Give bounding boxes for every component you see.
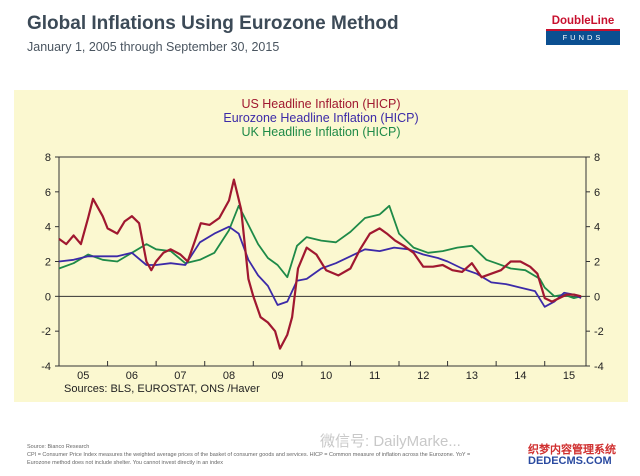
legend-entry: UK Headline Inflation (HICP)	[241, 125, 400, 139]
x-tick-label: 08	[223, 370, 235, 382]
y-tick-label-left: 2	[45, 257, 51, 269]
x-tick-label: 14	[514, 370, 526, 382]
y-tick-label-left: 4	[45, 222, 51, 234]
x-tick-label: 11	[369, 370, 380, 382]
legend-entry: US Headline Inflation (HICP)	[241, 97, 400, 111]
series-line	[58, 178, 582, 350]
y-tick-label-right: 8	[594, 152, 600, 164]
y-tick-label-right: 0	[594, 291, 600, 303]
y-tick-label-left: 8	[45, 152, 51, 164]
page-subtitle: January 1, 2005 through September 30, 20…	[27, 40, 280, 54]
x-tick-label: 07	[174, 370, 186, 382]
y-tick-label-right: 4	[594, 222, 600, 234]
y-tick-label-right: 2	[594, 257, 600, 269]
logo-wordmark: DoubleLine	[546, 13, 620, 31]
y-tick-label-right: 6	[594, 187, 600, 199]
x-tick-label: 12	[417, 370, 429, 382]
x-tick-label: 13	[466, 370, 478, 382]
page-title: Global Inflations Using Eurozone Method	[27, 13, 399, 34]
site-watermark-cn: 织梦内容管理系统	[528, 444, 616, 456]
logo-funds: FUNDS	[546, 31, 620, 45]
y-tick-label-left: -2	[41, 326, 51, 338]
x-tick-label: 10	[320, 370, 332, 382]
site-watermark-en: DEDECMS.COM	[528, 455, 612, 467]
chart-source: Sources: BLS, EUROSTAT, ONS /Haver	[64, 383, 260, 395]
doubleline-logo: DoubleLine FUNDS	[546, 13, 620, 45]
inflation-chart: US Headline Inflation (HICP)Eurozone Hea…	[41, 97, 604, 395]
x-tick-label: 06	[126, 370, 138, 382]
x-tick-label: 15	[563, 370, 575, 382]
y-tick-label-left: -4	[41, 361, 51, 373]
y-tick-label-right: -4	[594, 361, 604, 373]
wechat-watermark: 微信号: DailyMarke...	[320, 433, 461, 450]
plot-frame	[58, 156, 587, 367]
x-tick-label: 05	[77, 370, 89, 382]
y-tick-label-left: 0	[45, 291, 51, 303]
footnote-source: Source: Bianco Research	[27, 444, 90, 450]
y-tick-label-left: 6	[45, 187, 51, 199]
footnote-disclaimer: Eurozone method does not include shelter…	[27, 460, 223, 466]
chart-panel: US Headline Inflation (HICP) Eurozone Hea…	[14, 90, 628, 402]
footnote-definitions: CPI = Consumer Price Index measures the …	[27, 452, 471, 458]
legend-entry: Eurozone Headline Inflation (HICP)	[223, 111, 418, 125]
series-line	[58, 204, 582, 300]
y-tick-label-right: -2	[594, 326, 604, 338]
x-tick-label: 09	[271, 370, 283, 382]
